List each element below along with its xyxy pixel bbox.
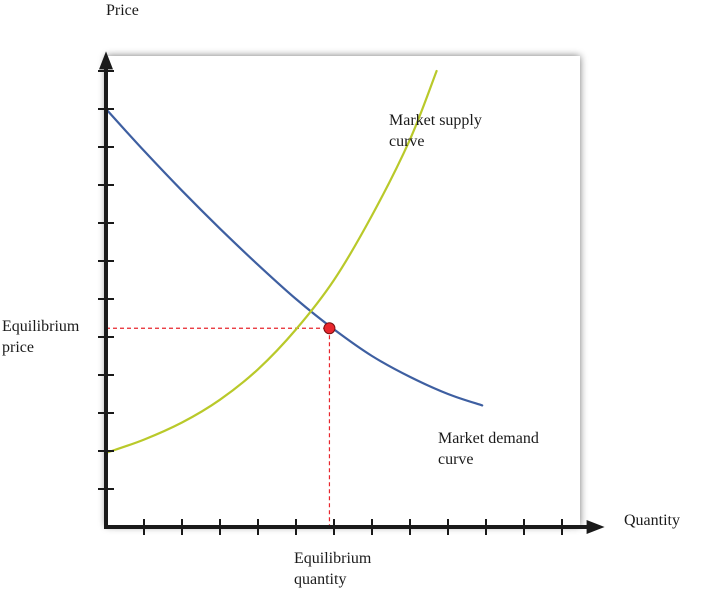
y-axis-arrowhead	[99, 51, 113, 70]
equilibrium-price-label: Equilibrium price	[2, 318, 80, 356]
y-axis-label: Price	[106, 2, 139, 19]
x-axis-label: Quantity	[624, 512, 680, 529]
equilibrium-quantity-label: Equilibrium quantity	[294, 550, 372, 588]
plot-panel	[106, 56, 580, 526]
x-axis-arrowhead	[586, 520, 605, 534]
equilibrium-point	[323, 322, 336, 335]
market-demand-curve-line	[104, 107, 484, 407]
market-supply-curve-line	[104, 69, 438, 454]
supply-curve-label: Market supply curve	[389, 112, 482, 150]
demand-curve-label: Market demand curve	[438, 430, 539, 468]
